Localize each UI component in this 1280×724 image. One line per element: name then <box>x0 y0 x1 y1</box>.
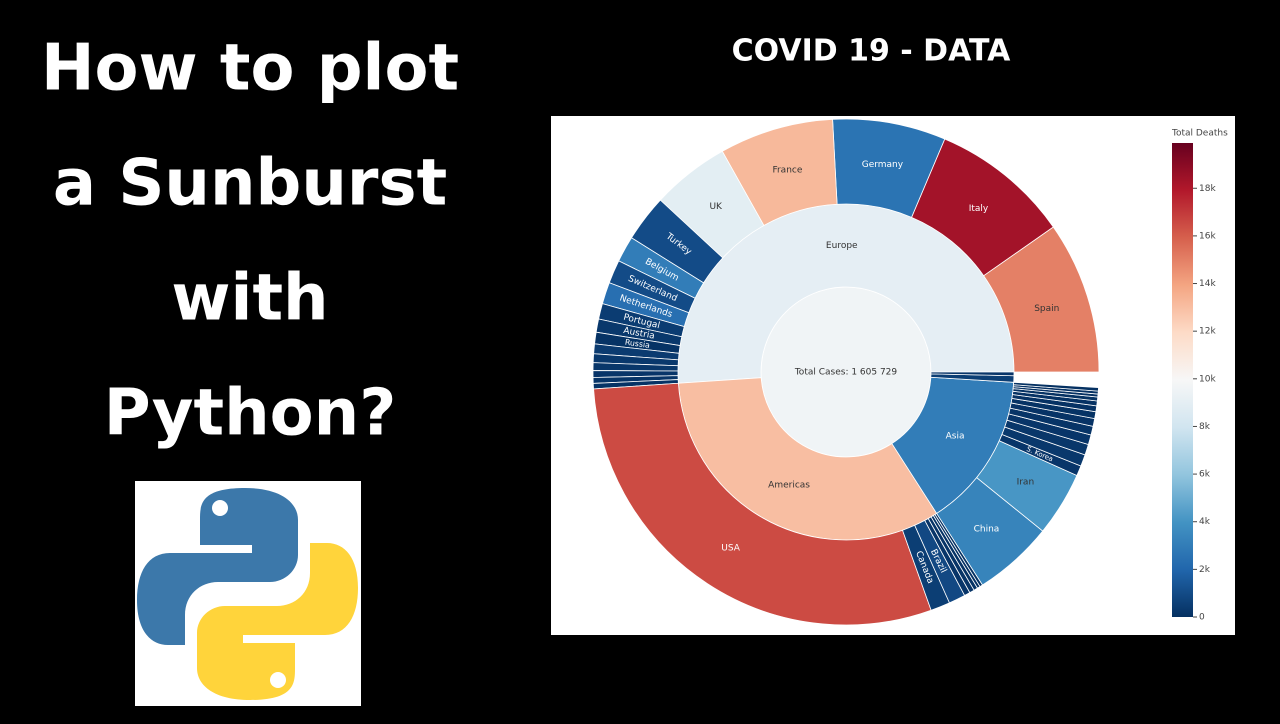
wedge-label: UK <box>709 202 723 212</box>
wedge-label: Europe <box>826 241 858 251</box>
colorbar-tick-label: 4k <box>1199 517 1211 527</box>
headline: How to plot <box>41 32 459 106</box>
python-logo <box>135 481 361 706</box>
colorbar-tick-label: 0 <box>1199 613 1205 623</box>
logo-yellow <box>197 543 358 700</box>
headline: a Sunburst <box>53 147 447 221</box>
chart-title: COVID 19 - DATA <box>732 34 1011 69</box>
headline: Python? <box>104 377 397 451</box>
wedge <box>930 371 1015 377</box>
colorbar-tick-label: 14k <box>1199 279 1216 289</box>
wedge-label: Iran <box>1017 478 1035 488</box>
colorbar-tick-label: 6k <box>1199 470 1211 480</box>
colorbar-tick-label: 10k <box>1199 374 1216 384</box>
wedge-label: Italy <box>969 204 989 214</box>
colorbar-tick-label: 2k <box>1199 565 1211 575</box>
colorbar-title: Total Deaths <box>1171 129 1228 139</box>
wedge-label: Germany <box>862 160 904 170</box>
wedge-label: China <box>974 524 1000 534</box>
wedge-label: USA <box>721 544 740 554</box>
logo-eye <box>212 500 228 516</box>
wedge <box>593 382 932 626</box>
logo-blue <box>137 488 298 645</box>
wedge-label: Russia <box>624 338 650 350</box>
wedge-label: Americas <box>768 480 810 490</box>
colorbar-tick-label: 16k <box>1199 231 1216 241</box>
colorbar-tick-label: 12k <box>1199 327 1216 337</box>
wedges <box>592 118 1100 626</box>
colorbar-tick-label: 18k <box>1199 184 1216 194</box>
logo-eye <box>270 672 286 688</box>
wedge-label: Spain <box>1034 304 1059 314</box>
colorbar-tick-label: 8k <box>1199 422 1211 432</box>
wedge-label: Asia <box>946 432 965 442</box>
headline: with <box>171 262 328 336</box>
wedge-label: France <box>772 165 802 175</box>
colorbar <box>1172 143 1193 617</box>
center-label: Total Cases: 1 605 729 <box>794 368 898 378</box>
